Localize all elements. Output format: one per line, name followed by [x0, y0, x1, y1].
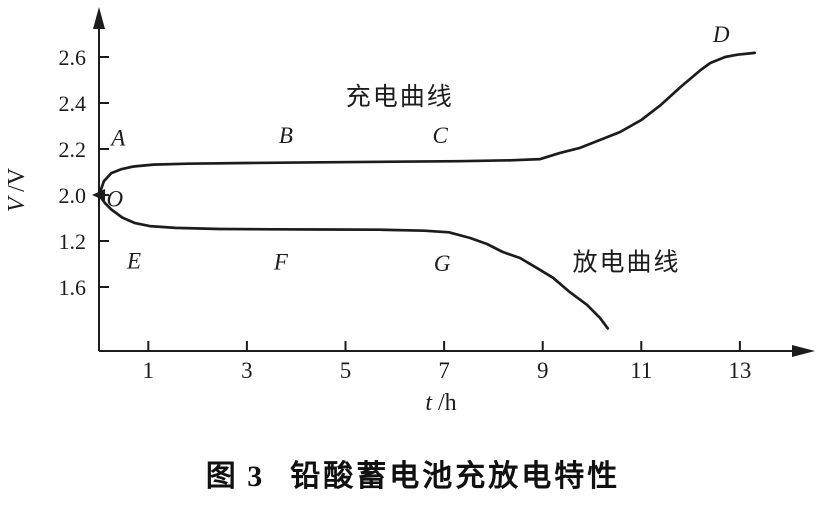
point-label-A: A [109, 126, 126, 151]
x-tick-label: 9 [537, 358, 549, 383]
y-tick-label: 2.4 [59, 91, 87, 116]
charging-curve [97, 51, 757, 197]
y-tick-label: 2.6 [59, 45, 87, 70]
point-label-G: G [434, 251, 451, 276]
curve-label: 放电曲线 [573, 249, 681, 277]
point-label-E: E [126, 249, 141, 274]
figure-number: 图 3 [205, 460, 265, 493]
y-tick-label: 1.2 [59, 229, 87, 254]
point-label-F: F [273, 250, 289, 275]
y-tick-label: 2.0 [59, 183, 87, 208]
x-axis-arrowhead-icon [792, 345, 815, 357]
y-tick-label: 2.2 [59, 137, 87, 162]
point-label-D: D [712, 22, 730, 47]
point-label-O: O [106, 186, 123, 211]
figure-title: 铅酸蓄电池充放电特性 [290, 460, 621, 493]
y-tick-label: 1.6 [59, 275, 87, 300]
x-tick-label: 1 [143, 358, 155, 383]
x-tick-label: 11 [630, 358, 652, 383]
y-axis-label: V /V [4, 167, 30, 212]
x-tick-label: 7 [438, 358, 450, 383]
discharging-curve [97, 193, 610, 330]
figure-caption: 图 3 铅酸蓄电池充放电特性 [0, 451, 826, 495]
x-tick-label: 3 [241, 358, 253, 383]
x-tick-label: 13 [728, 358, 751, 383]
x-axis-label: t /h [425, 390, 456, 416]
x-tick-label: 5 [340, 358, 352, 383]
y-axis-arrowhead-icon [93, 7, 105, 29]
point-label-B: B [279, 123, 293, 148]
point-label-C: C [432, 123, 448, 148]
curve-label: 充电曲线 [346, 83, 454, 111]
